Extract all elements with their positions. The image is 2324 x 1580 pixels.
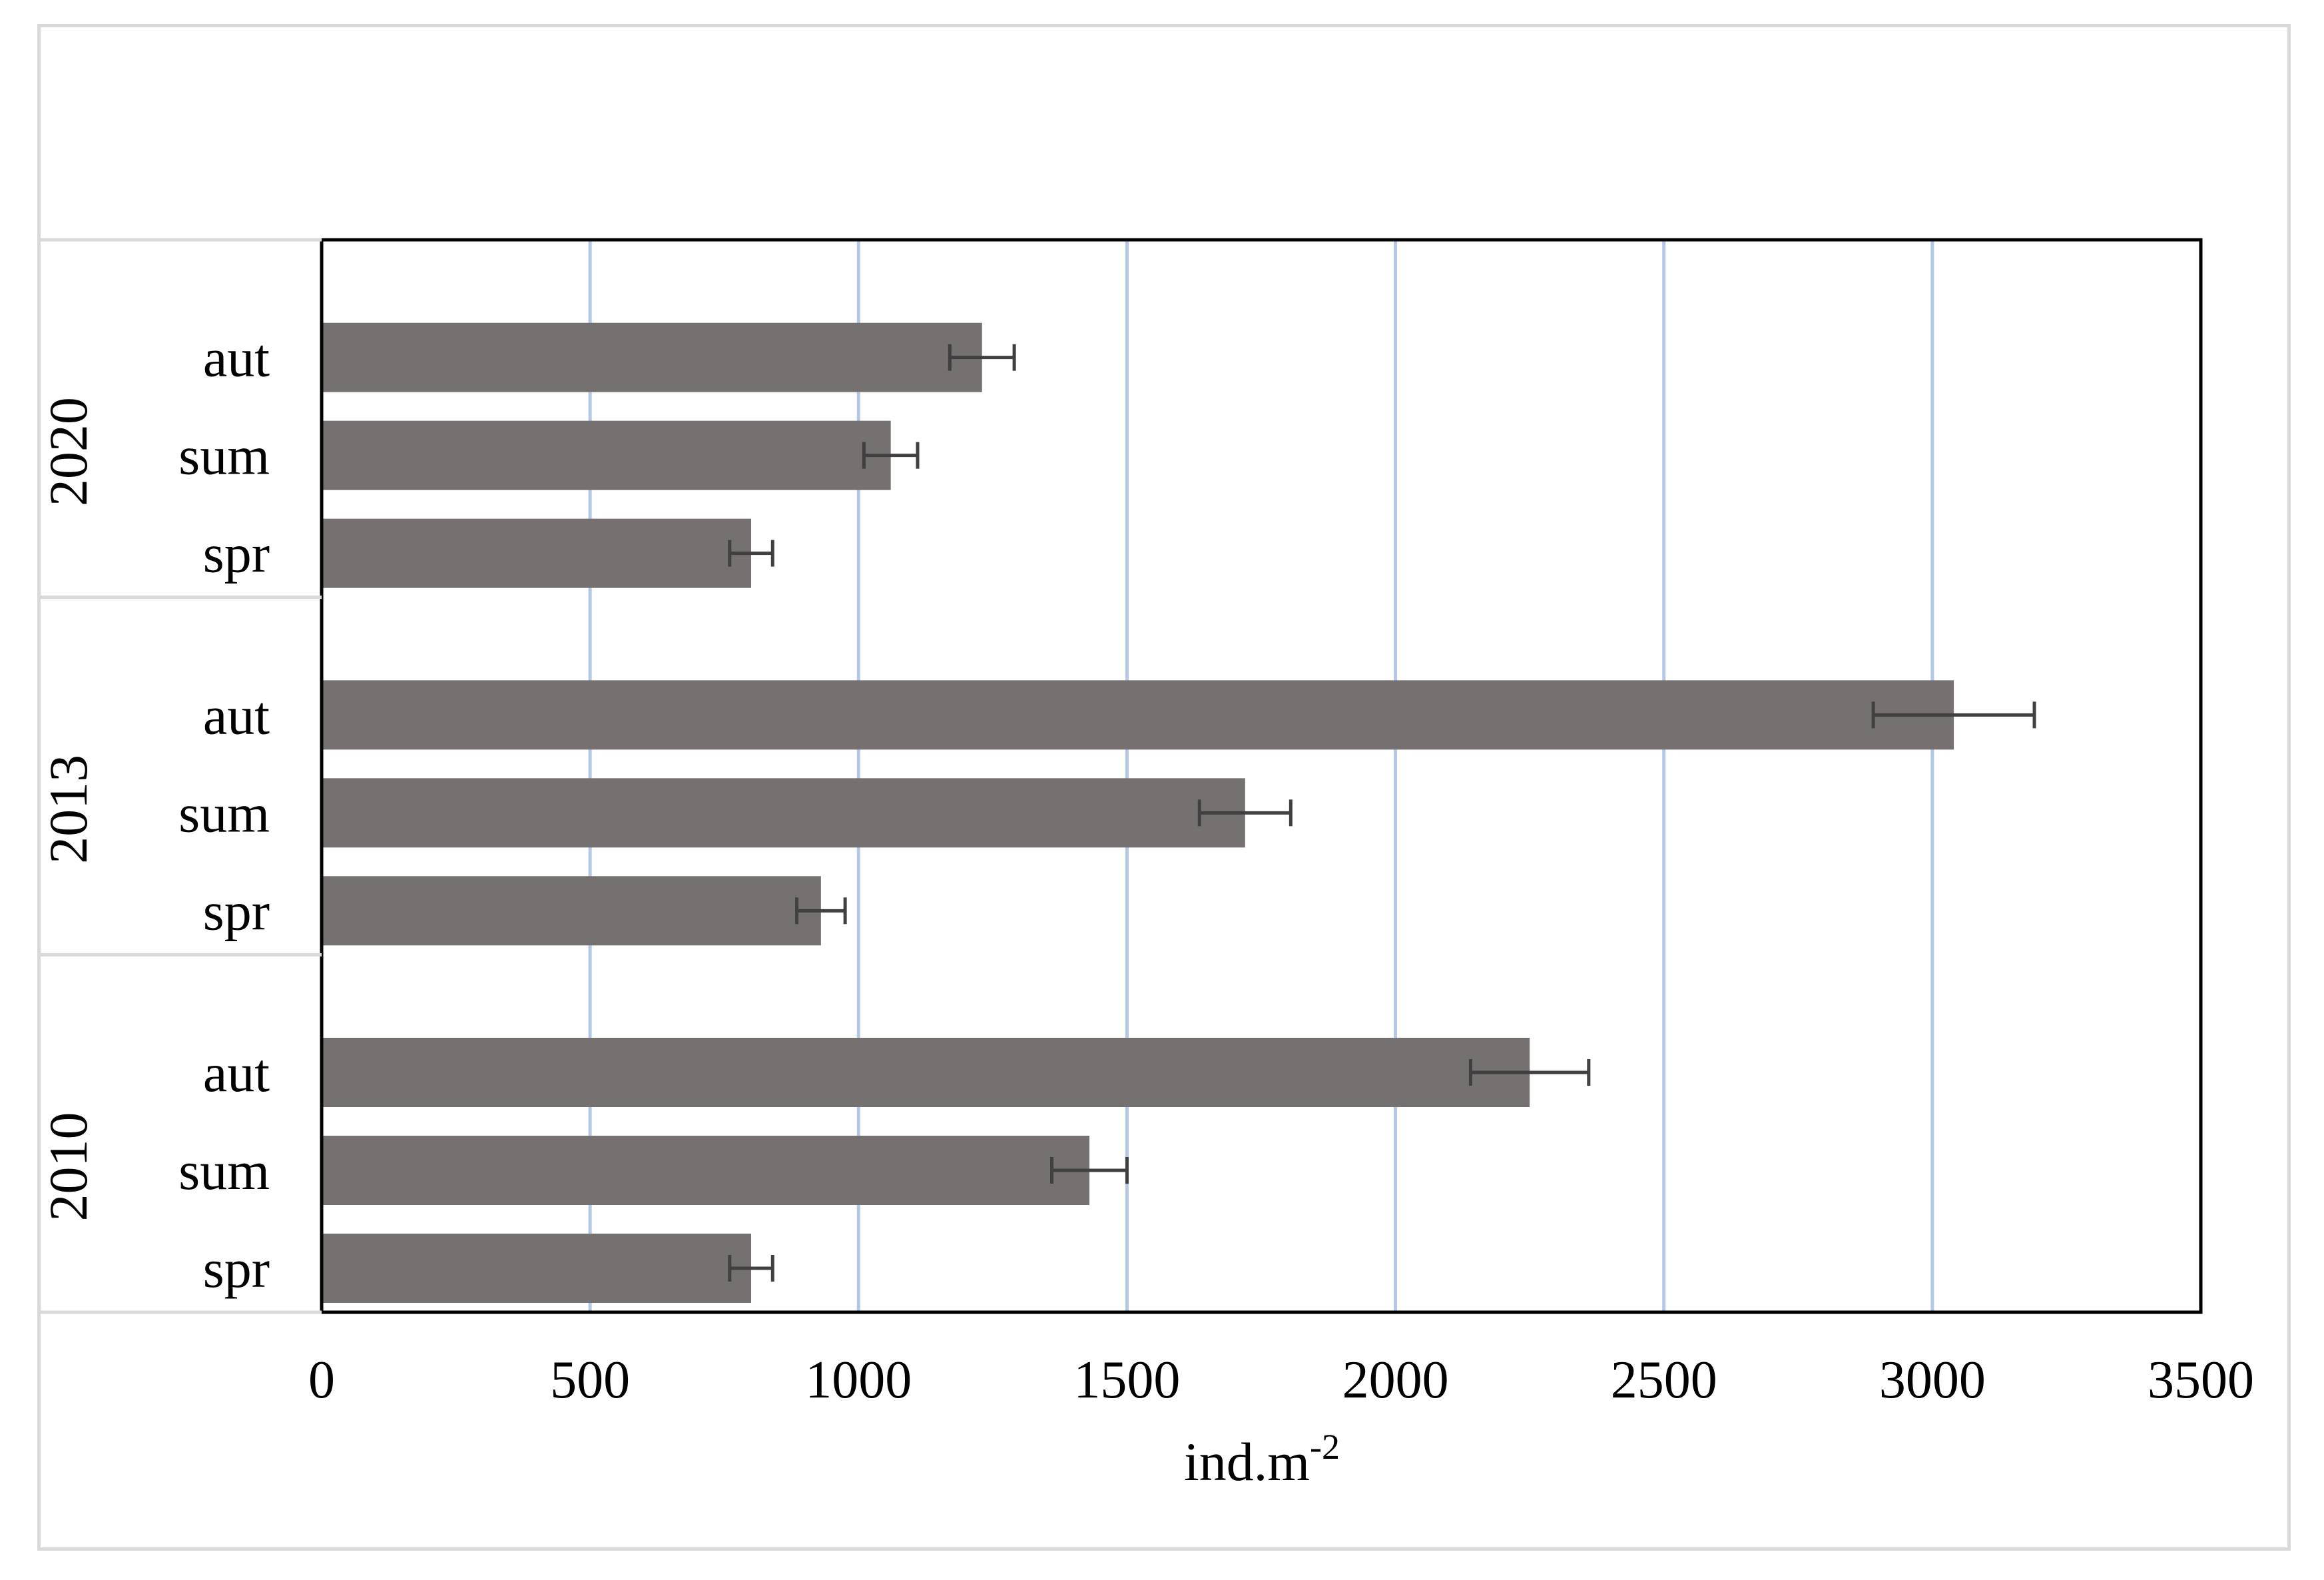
bar-2010-spr [323, 1234, 752, 1303]
category-label: aut [203, 1042, 270, 1103]
bars [323, 322, 1954, 1303]
group-label: 2010 [38, 1112, 99, 1222]
bar-2010-sum [323, 1136, 1089, 1205]
x-axis-title-superscript: -2 [1310, 1427, 1340, 1467]
x-tick-label: 3000 [1879, 1351, 1986, 1409]
bar-2020-aut [323, 322, 982, 392]
category-labels: aut sum spr aut sum spr aut sum spr [178, 328, 270, 1299]
gridlines [588, 240, 1934, 1312]
x-axis-title-main: ind.m [1184, 1431, 1310, 1492]
group-label: 2013 [38, 755, 99, 864]
group-labels: 2020 2013 2010 [38, 397, 99, 1221]
x-tick-label: 3500 [2148, 1351, 2254, 1409]
bar-2013-sum [323, 778, 1245, 848]
group-label: 2020 [38, 397, 99, 506]
category-label: sum [178, 426, 270, 486]
x-tick-labels: 0 500 1000 1500 2000 2500 3000 3500 [308, 1351, 2254, 1409]
category-label: spr [203, 881, 270, 941]
category-dividers [40, 238, 322, 1314]
bar-2013-spr [323, 876, 821, 946]
category-label: spr [203, 524, 270, 584]
bar-2020-spr [323, 518, 752, 588]
error-bars [728, 344, 2036, 1282]
plot-border [320, 238, 2203, 1314]
x-tick-label: 0 [308, 1351, 335, 1409]
category-label: sum [178, 783, 270, 843]
category-label: aut [203, 685, 270, 745]
x-tick-label: 1000 [805, 1351, 912, 1409]
x-tick-label: 2000 [1342, 1351, 1449, 1409]
category-label: sum [178, 1140, 270, 1201]
x-tick-label: 1500 [1073, 1351, 1180, 1409]
x-tick-label: 500 [550, 1351, 630, 1409]
category-label: aut [203, 328, 270, 388]
category-label: spr [203, 1238, 270, 1299]
bar-2020-sum [323, 420, 891, 490]
bar-2010-aut [323, 1038, 1530, 1107]
x-tick-label: 2500 [1611, 1351, 1717, 1409]
x-axis-title: ind.m-2 [1184, 1427, 1340, 1492]
bar-2013-aut [323, 680, 1954, 750]
